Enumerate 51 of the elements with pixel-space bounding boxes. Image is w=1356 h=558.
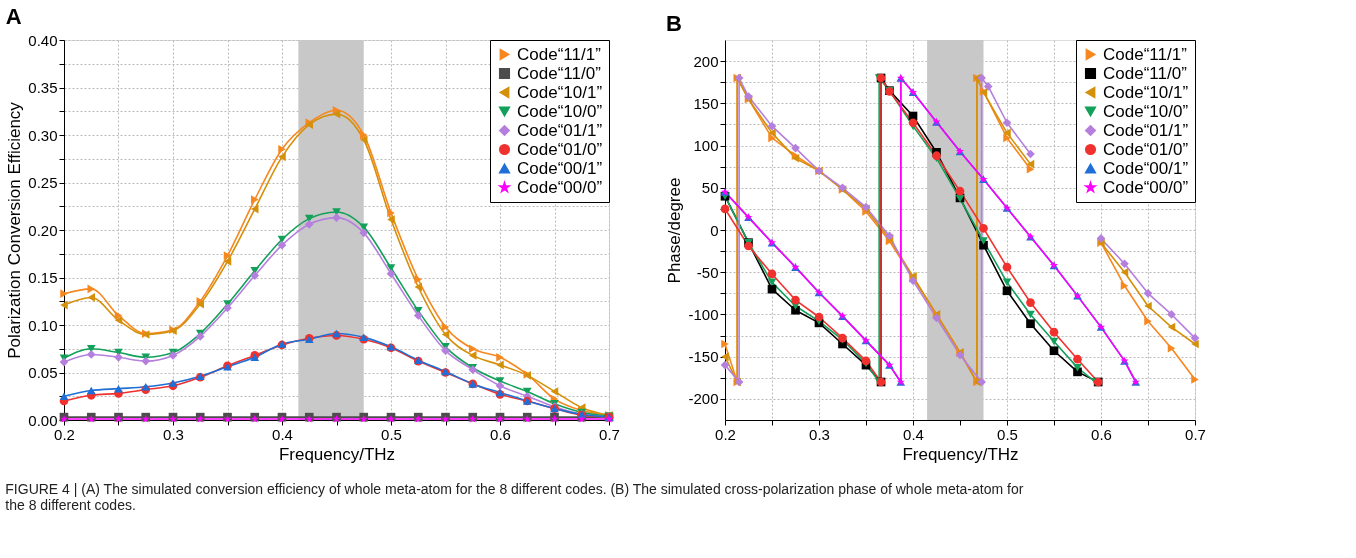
legend-label: Code“01/0” [517, 139, 603, 159]
y-axis-title: Phase/degree [665, 177, 685, 284]
y-tick-label: 0.20 [28, 221, 58, 239]
y-tick-label: 0.05 [28, 364, 58, 381]
y-tick-label: 0 [710, 221, 719, 239]
y-tick-label: -100 [688, 305, 719, 323]
x-tick-label: 0.4 [903, 425, 924, 443]
x-tick-label: 0.2 [715, 425, 736, 443]
y-tick-label: 50 [701, 179, 719, 197]
y-tick-label: 0.10 [28, 316, 58, 334]
legend-label: Code“01/0” [1103, 139, 1189, 159]
x-axis-title: Frequency/THz [902, 444, 1019, 464]
legend-label: Code“00/0” [517, 177, 603, 197]
y-axis-title: Polarization Conversion Efficiency [5, 101, 25, 359]
legend-label: Code“01/1” [1103, 120, 1189, 140]
y-tick-label: -50 [696, 263, 719, 281]
legend-label: Code“11/0” [1103, 63, 1188, 83]
x-tick-label: 0.5 [997, 425, 1018, 443]
y-tick-label: 0.30 [28, 126, 58, 144]
legend-label: Code“11/0” [517, 63, 602, 83]
y-tick-label: 0.15 [28, 269, 58, 286]
y-tick-label: -200 [688, 390, 719, 408]
y-tick-label: 0.25 [28, 174, 58, 191]
legend-label: Code“00/1” [517, 158, 603, 178]
legend-label: Code“10/1” [1103, 82, 1189, 102]
x-tick-label: 0.7 [1185, 425, 1206, 443]
y-tick-label: 0.35 [28, 79, 58, 96]
caption: FIGURE 4 | (A) The simulated conversion efficiency of whole meta-atom for the 8 different codes. (B) The simulated cross-polarization phase of whole meta-atom for the 8 different codes. [5, 480, 1024, 513]
x-tick-label: 0.3 [809, 425, 830, 443]
legend-label: Code“00/0” [1103, 177, 1189, 197]
legend-label: Code“00/1” [1103, 158, 1189, 178]
y-tick-label: 200 [693, 52, 719, 70]
y-tick-label: 0.40 [28, 31, 58, 49]
legend-label: Code“10/0” [517, 101, 603, 121]
legend-label: Code“01/1” [517, 120, 603, 140]
x-tick-label: 0.6 [1091, 425, 1112, 443]
x-axis-title: Frequency/THz [278, 444, 396, 464]
x-tick-label: 0.7 [599, 425, 620, 443]
x-tick-label: 0.5 [381, 425, 402, 443]
x-tick-label: 0.3 [163, 425, 184, 443]
legend-label: Code“11/1” [1103, 44, 1188, 64]
legend-label: Code“10/0” [1103, 101, 1189, 121]
chart-title: A [5, 4, 22, 29]
x-tick-label: 0.6 [490, 425, 511, 443]
chart-title: B [665, 10, 682, 36]
y-tick-label: 100 [693, 137, 719, 155]
legend-label: Code“11/1” [517, 44, 602, 64]
y-tick-label: 150 [693, 94, 719, 112]
y-tick-label: -150 [688, 348, 719, 366]
x-tick-label: 0.4 [272, 425, 293, 443]
legend-label: Code“10/1” [517, 82, 603, 102]
